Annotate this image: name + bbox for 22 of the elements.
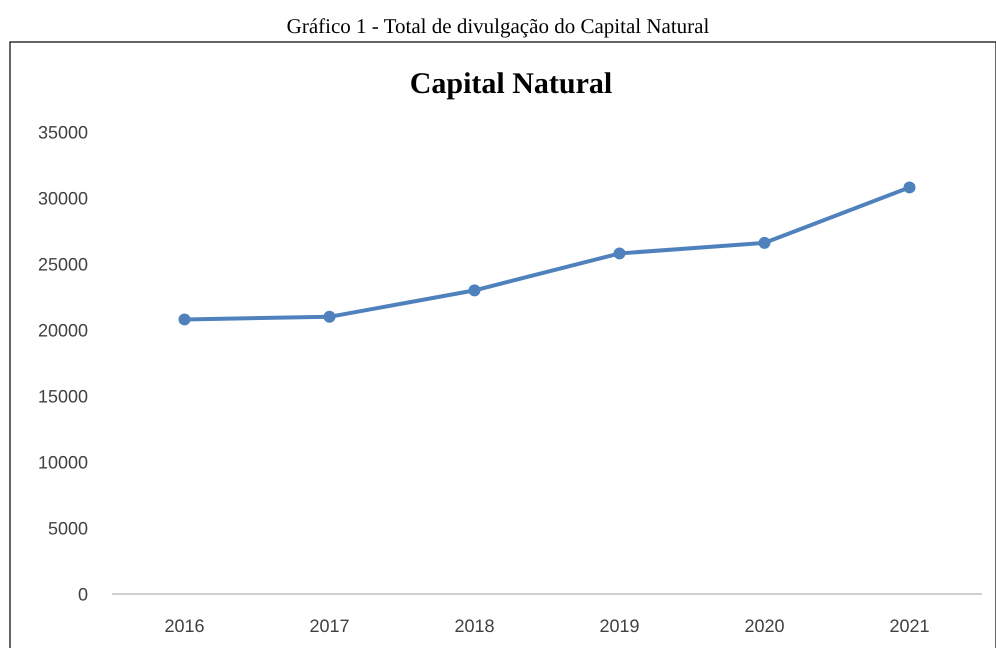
point [614,247,626,260]
point [178,313,190,326]
x-tick-label: 2020 [744,616,785,636]
y-tick-label: 20000 [38,320,88,340]
chart-title: Capital Natural [410,67,612,100]
x-tick-label: 2017 [309,616,350,636]
x-tick-label: 2019 [599,616,640,636]
x-tick-label: 2016 [164,616,205,636]
y-tick-label: 25000 [38,254,88,274]
y-tick-label: 15000 [38,386,88,406]
text: Gráfico 1 - Total de divulgação do Capital Natural [286,14,710,38]
y-tick-label: 10000 [38,452,88,472]
y-tick-label: 30000 [38,188,88,208]
point [758,236,770,249]
point [324,310,336,323]
point [904,181,916,194]
x-tick-label: 2021 [889,616,930,636]
point [468,284,480,296]
y-tick-label: 0 [78,584,88,604]
y-tick-label: 5000 [48,518,88,538]
x-tick-label: 2018 [454,616,495,636]
y-tick-label: 35000 [38,122,88,142]
